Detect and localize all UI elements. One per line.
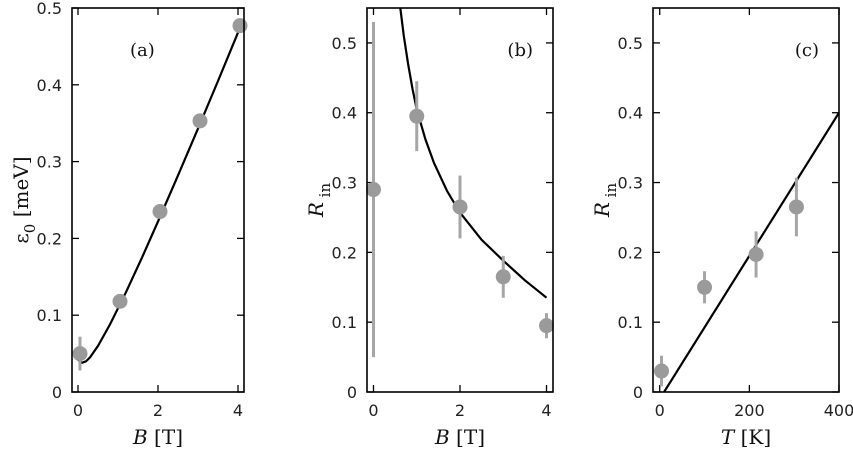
y-tick-label: 0.3 [618, 174, 643, 193]
data-point [409, 108, 425, 124]
plot-frame [652, 7, 840, 393]
plot-frame [71, 7, 245, 393]
panel-a: 00.10.20.30.40.50 2 4(a)B [T]ε0 [meV] [9, 0, 248, 449]
y-tick-label: 0.4 [332, 104, 357, 123]
data-point [495, 269, 511, 285]
data-point [452, 199, 468, 215]
y-tick-label: 0.4 [618, 104, 643, 123]
y-axis-label: R in [590, 183, 620, 219]
x-tick-label: 0 [655, 401, 665, 420]
y-tick-label: 0.5 [618, 34, 643, 53]
x-tick-label: 0 [73, 401, 83, 420]
x-tick-label: 4 [233, 401, 243, 420]
x-tick-label: 2 [455, 401, 465, 420]
x-axis-unit: [K] [734, 425, 771, 449]
data-point [654, 363, 670, 379]
x-axis-label: B [T] [434, 425, 485, 449]
data-point [72, 346, 88, 362]
y-tick-label: 0.1 [37, 306, 62, 325]
y-axis-unit: [meV] [9, 156, 33, 223]
y-tick-label: 0 [347, 383, 357, 402]
y-tick-label: 0.2 [37, 229, 62, 248]
data-point [748, 246, 764, 262]
fit-curve [77, 32, 240, 365]
y-tick-label: 0 [52, 383, 62, 402]
data-point [192, 113, 208, 129]
y-axis-subscript: in [316, 183, 334, 203]
y-tick-label: 0.3 [37, 153, 62, 172]
x-axis-symbol: T [721, 425, 736, 449]
y-axis-subscript: 0 [21, 224, 39, 234]
data-point [365, 182, 381, 198]
x-tick-label: 2 [153, 401, 163, 420]
x-tick-label: 4 [541, 401, 551, 420]
panel-label: (b) [507, 40, 533, 61]
y-tick-label: 0.4 [37, 76, 62, 95]
y-tick-label: 0.5 [332, 34, 357, 53]
x-axis-symbol: B [434, 425, 450, 449]
y-axis-symbol: R [304, 202, 328, 218]
panel-label: (c) [795, 40, 819, 61]
x-axis-unit: [T] [148, 425, 183, 449]
y-axis-label: ε0 [meV] [9, 156, 39, 243]
panel-c: 0 0.1 0.2 0.3 0.4 0.5 0 200 400 (c) T [K] R in [590, 7, 853, 449]
x-axis-label: B [T] [132, 425, 183, 449]
data-point [112, 293, 128, 309]
data-point [697, 279, 713, 295]
data-point [152, 204, 168, 220]
y-axis-symbol: R [590, 202, 614, 218]
y-axis-label: R in [304, 183, 334, 219]
x-tick-label: 400 [824, 401, 853, 420]
x-tick-label: 200 [734, 401, 765, 420]
y-axis-subscript: in [602, 183, 620, 203]
x-axis-symbol: B [132, 425, 148, 449]
panel-label: (a) [130, 40, 155, 61]
y-axis-symbol: ε [9, 233, 33, 243]
x-axis-label: T [K] [721, 425, 771, 449]
data-point [788, 199, 804, 215]
data-point [539, 318, 555, 334]
data-point [232, 18, 248, 34]
x-axis-unit: [T] [450, 425, 485, 449]
y-tick-label: 0.5 [37, 0, 62, 18]
y-tick-label: 0.2 [618, 243, 643, 262]
y-tick-label: 0.1 [618, 313, 643, 332]
panel-b: 0 0.1 0.2 0.3 0.4 0.5 0 2 4 (b) B [T] R in [304, 7, 555, 449]
y-tick-label: 0 [633, 383, 643, 402]
plot-frame [366, 7, 554, 393]
x-tick-label: 0 [368, 401, 378, 420]
y-tick-label: 0.1 [332, 313, 357, 332]
y-tick-label: 0.3 [332, 174, 357, 193]
y-tick-label: 0.2 [332, 243, 357, 262]
